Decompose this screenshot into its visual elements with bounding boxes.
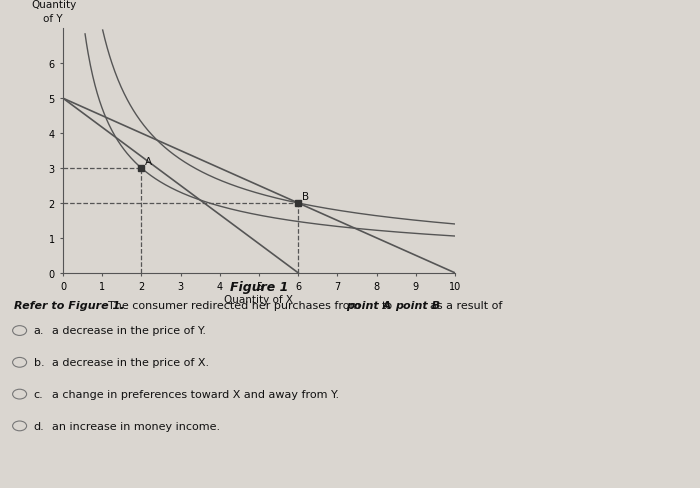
Text: Figure 1: Figure 1 (230, 281, 288, 294)
Text: point B: point B (395, 300, 440, 310)
Text: The consumer redirected her purchases from: The consumer redirected her purchases fr… (108, 300, 361, 310)
Text: a decrease in the price of Y.: a decrease in the price of Y. (52, 326, 206, 336)
Text: as a result of: as a result of (430, 300, 503, 310)
Text: a change in preferences toward X and away from Y.: a change in preferences toward X and awa… (52, 389, 340, 399)
Text: A: A (146, 157, 153, 166)
Text: an increase in money income.: an increase in money income. (52, 421, 220, 431)
Text: B: B (302, 191, 309, 202)
Text: c.: c. (34, 389, 43, 399)
Text: a decrease in the price of X.: a decrease in the price of X. (52, 358, 209, 367)
Text: Refer to Figure 1.: Refer to Figure 1. (14, 300, 125, 310)
Text: of Y: of Y (43, 15, 63, 24)
Text: d.: d. (34, 421, 44, 431)
Text: b.: b. (34, 358, 44, 367)
Text: to: to (382, 300, 393, 310)
X-axis label: Quantity of X: Quantity of X (225, 294, 293, 305)
Text: a.: a. (34, 326, 44, 336)
Text: Quantity: Quantity (32, 0, 77, 10)
Text: point A: point A (346, 300, 392, 310)
